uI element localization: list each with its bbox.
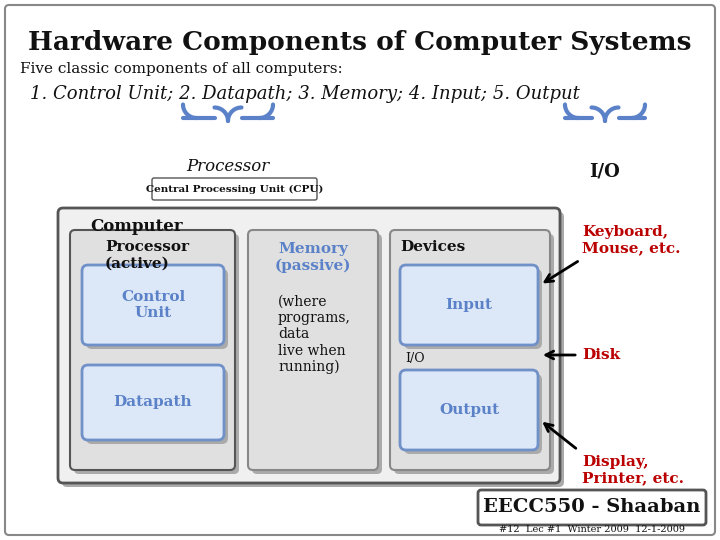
Text: Input: Input [446,298,492,312]
FancyBboxPatch shape [248,230,378,470]
Text: I/O: I/O [405,352,425,365]
FancyBboxPatch shape [390,230,550,470]
Text: Disk: Disk [582,348,620,362]
FancyBboxPatch shape [86,269,228,349]
Text: Devices: Devices [400,240,465,254]
Text: Processor: Processor [186,158,269,175]
Text: Keyboard,
Mouse, etc.: Keyboard, Mouse, etc. [582,225,680,255]
FancyBboxPatch shape [400,265,538,345]
Text: (where
programs,
data
live when
running): (where programs, data live when running) [278,295,351,374]
FancyBboxPatch shape [152,178,317,200]
FancyBboxPatch shape [62,212,564,487]
FancyBboxPatch shape [74,234,239,474]
Text: Hardware Components of Computer Systems: Hardware Components of Computer Systems [28,30,692,55]
Text: Display,
Printer, etc.: Display, Printer, etc. [582,455,684,485]
Text: #12  Lec #1  Winter 2009  12-1-2009: #12 Lec #1 Winter 2009 12-1-2009 [499,525,685,535]
Text: Processor
(active): Processor (active) [105,240,189,270]
Text: Central Processing Unit (CPU): Central Processing Unit (CPU) [146,185,324,193]
FancyBboxPatch shape [86,369,228,444]
FancyBboxPatch shape [82,265,224,345]
FancyBboxPatch shape [394,234,554,474]
Text: Control
Unit: Control Unit [121,290,185,320]
FancyBboxPatch shape [404,269,542,349]
FancyBboxPatch shape [58,208,560,483]
Text: Five classic components of all computers:: Five classic components of all computers… [20,62,343,76]
Text: 1. Control Unit; 2. Datapath; 3. Memory; 4. Input; 5. Output: 1. Control Unit; 2. Datapath; 3. Memory;… [30,85,580,103]
Text: Computer: Computer [90,218,183,235]
Text: Datapath: Datapath [114,395,192,409]
FancyBboxPatch shape [5,5,715,535]
Text: I/O: I/O [590,162,621,180]
FancyBboxPatch shape [82,365,224,440]
Text: Output: Output [439,403,499,417]
FancyBboxPatch shape [478,490,706,525]
FancyBboxPatch shape [404,374,542,454]
FancyBboxPatch shape [252,234,382,474]
FancyBboxPatch shape [400,370,538,450]
Text: EECC550 - Shaaban: EECC550 - Shaaban [483,498,701,516]
Text: Memory
(passive): Memory (passive) [275,242,351,273]
FancyBboxPatch shape [70,230,235,470]
